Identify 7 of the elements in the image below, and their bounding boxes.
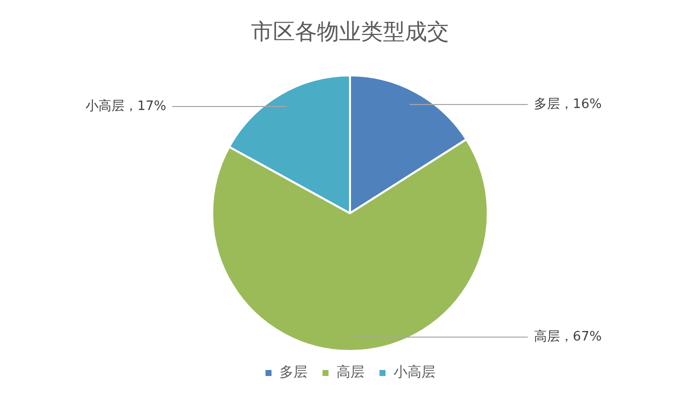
data-label: 高层，67% xyxy=(534,328,602,345)
data-label: 小高层，17% xyxy=(85,98,166,114)
legend-label: 小高层 xyxy=(394,364,436,381)
legend-label: 高层 xyxy=(336,364,364,381)
data-label: 多层，16% xyxy=(534,96,602,112)
chart-title: 市区各物业类型成交 xyxy=(251,20,449,45)
legend-label: 多层 xyxy=(280,364,308,381)
